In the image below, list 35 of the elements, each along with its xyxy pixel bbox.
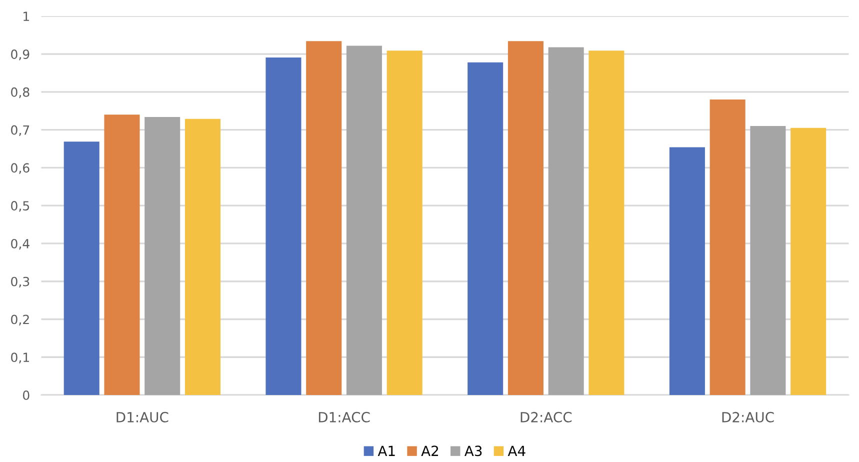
- bar: [144, 116, 180, 396]
- y-tick-label: 0,8: [11, 87, 30, 98]
- bar: [346, 46, 382, 396]
- legend-label: A3: [464, 446, 482, 456]
- bar: [104, 114, 140, 396]
- y-tick-label: 0,1: [11, 352, 29, 364]
- y-tick-label: 0,7: [11, 125, 30, 136]
- y-tick-label: 0,6: [11, 163, 30, 174]
- bar: [588, 50, 624, 396]
- bar: [64, 142, 100, 396]
- bar: [750, 126, 786, 396]
- legend-label: A4: [508, 446, 526, 456]
- bar: [508, 41, 544, 396]
- bar: [468, 62, 504, 396]
- bar: [184, 118, 220, 396]
- bar: [266, 57, 302, 396]
- y-tick-label: 0,5: [11, 201, 30, 212]
- bar: [548, 47, 584, 396]
- x-tick-label: D1:AUC: [116, 412, 168, 422]
- y-tick-label: 1: [24, 12, 29, 21]
- bar: [386, 50, 422, 396]
- y-tick-label: 0,9: [11, 50, 30, 60]
- bar: [669, 147, 705, 396]
- y-tick-label: 0,3: [11, 276, 30, 288]
- legend-label: A1: [378, 446, 395, 456]
- bar: [790, 128, 826, 396]
- y-tick-label: 0: [22, 390, 30, 400]
- bar: [306, 41, 342, 396]
- x-tick-label: D2:ACC: [520, 412, 572, 422]
- bar: [710, 100, 746, 396]
- y-tick-label: 0,2: [11, 314, 29, 326]
- x-tick-label: D1:ACC: [318, 412, 370, 422]
- y-tick-label: 0,4: [11, 238, 30, 250]
- x-tick-label: D2:AUC: [722, 412, 774, 422]
- legend-label: A2: [421, 446, 438, 456]
